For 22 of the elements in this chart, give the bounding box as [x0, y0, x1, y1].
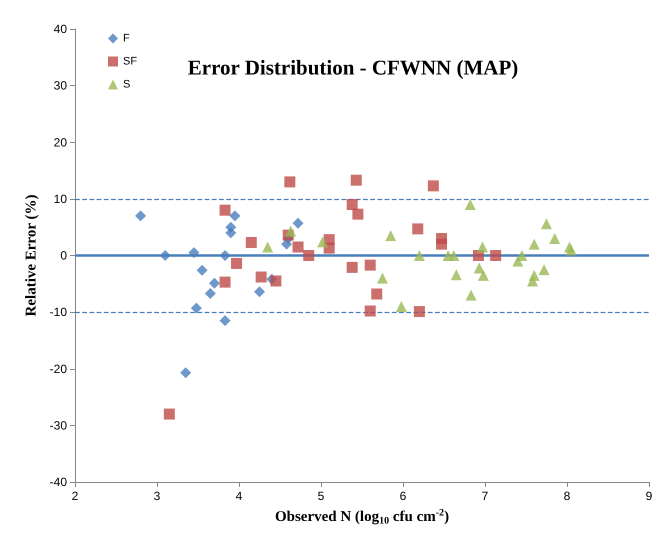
legend-label: F	[123, 32, 130, 44]
y-tick-label: 40	[54, 22, 68, 36]
x-tick-label: 2	[72, 489, 79, 503]
y-tick-label: -10	[50, 305, 68, 320]
x-tick-label: 5	[318, 489, 325, 503]
y-tick-label: 10	[54, 192, 68, 206]
y-tick-label: 30	[54, 78, 68, 93]
legend-label: S	[123, 78, 130, 90]
x-tick-label: 3	[154, 489, 161, 503]
x-tick-label: 6	[400, 489, 407, 503]
y-tick-label: 20	[54, 135, 68, 150]
y-axis-title: Relative Error (%)	[23, 194, 40, 316]
x-tick-label: 7	[482, 489, 489, 503]
x-tick-label: 9	[646, 489, 653, 503]
legend-label: SF	[123, 56, 138, 68]
text: Error Distribution - CFWNN (MAP)	[188, 56, 518, 80]
y-tick-label: -20	[50, 362, 68, 376]
y-tick-label: -30	[50, 418, 68, 432]
y-tick-label: 0	[60, 248, 68, 262]
x-tick-label: 4	[236, 489, 243, 503]
y-tick-label: -40	[50, 475, 68, 489]
x-tick-label: 8	[564, 489, 571, 503]
